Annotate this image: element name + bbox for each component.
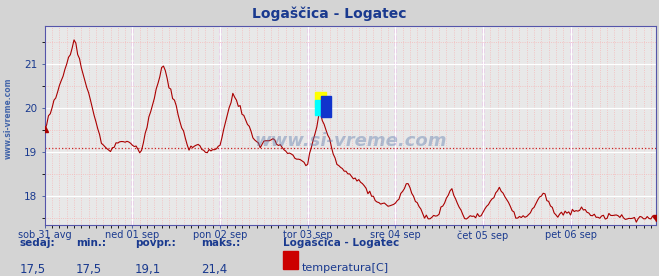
Bar xyxy=(315,92,326,107)
Text: www.si-vreme.com: www.si-vreme.com xyxy=(254,132,447,150)
Bar xyxy=(321,95,331,117)
Text: 19,1: 19,1 xyxy=(135,263,161,276)
Text: Logaščica - Logatec: Logaščica - Logatec xyxy=(252,7,407,22)
Bar xyxy=(283,251,298,269)
Text: sedaj:: sedaj: xyxy=(20,238,55,248)
Text: 17,5: 17,5 xyxy=(76,263,102,276)
Bar xyxy=(315,100,326,115)
Text: Logaščica - Logatec: Logaščica - Logatec xyxy=(283,238,399,248)
Text: maks.:: maks.: xyxy=(201,238,241,248)
Text: temperatura[C]: temperatura[C] xyxy=(302,263,389,273)
Text: povpr.:: povpr.: xyxy=(135,238,176,248)
Text: www.si-vreme.com: www.si-vreme.com xyxy=(4,78,13,160)
Text: min.:: min.: xyxy=(76,238,106,248)
Text: 21,4: 21,4 xyxy=(201,263,227,276)
Text: 17,5: 17,5 xyxy=(20,263,46,276)
